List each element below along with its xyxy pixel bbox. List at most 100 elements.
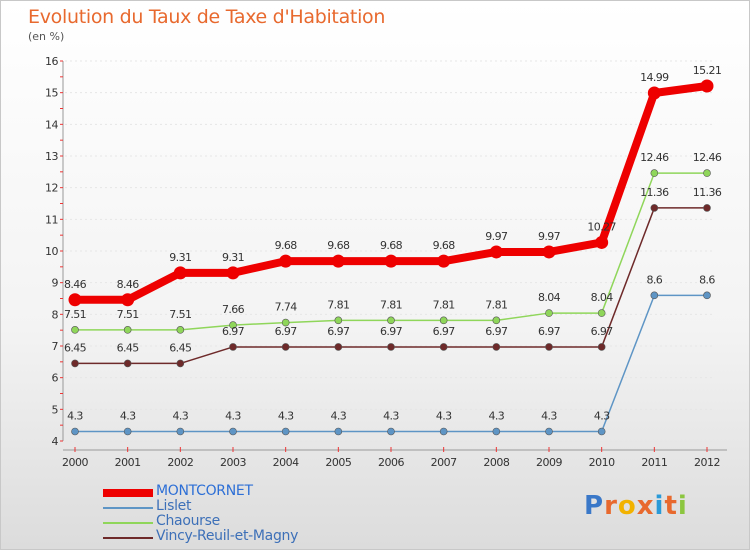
data-label: 6.45 xyxy=(169,341,192,354)
x-tick-label: 2010 xyxy=(589,456,615,469)
y-tick-label: 12 xyxy=(45,182,58,195)
data-point xyxy=(700,79,714,93)
data-point xyxy=(334,343,343,351)
data-point xyxy=(123,427,132,436)
data-point xyxy=(68,293,82,307)
x-tick-label: 2008 xyxy=(483,456,509,469)
data-point xyxy=(334,427,343,436)
legend-swatch xyxy=(103,507,153,509)
data-label: 4.3 xyxy=(278,410,294,423)
data-label: 6.45 xyxy=(64,341,87,354)
data-label: 6.97 xyxy=(485,325,508,338)
data-point xyxy=(545,343,553,351)
y-tick-label: 13 xyxy=(45,150,58,163)
data-label: 4.3 xyxy=(594,410,610,423)
y-tick-label: 16 xyxy=(45,55,58,68)
data-label: 4.3 xyxy=(488,410,504,423)
data-point xyxy=(492,343,501,351)
data-point xyxy=(121,293,135,307)
data-point xyxy=(123,359,132,368)
data-label: 7.81 xyxy=(433,298,455,311)
data-label: 8.04 xyxy=(591,291,614,304)
data-label: 14.99 xyxy=(640,71,669,84)
data-label: 6.97 xyxy=(538,325,561,338)
data-point xyxy=(71,326,79,334)
data-point xyxy=(545,309,553,317)
data-point xyxy=(176,427,185,436)
data-point xyxy=(279,254,293,268)
data-label: 7.81 xyxy=(327,298,349,311)
data-point xyxy=(281,318,290,327)
data-label: 7.51 xyxy=(117,308,139,321)
data-point xyxy=(437,254,451,268)
data-point xyxy=(439,316,448,325)
data-label: 9.31 xyxy=(222,251,244,264)
data-label: 9.97 xyxy=(538,230,561,243)
data-label: 4.3 xyxy=(383,410,399,423)
data-point xyxy=(229,321,237,329)
data-label: 6.45 xyxy=(117,341,140,354)
y-tick-label: 10 xyxy=(45,245,58,258)
data-point xyxy=(597,309,606,317)
data-label: 8.46 xyxy=(64,278,87,291)
data-label: 6.97 xyxy=(591,325,614,338)
y-tick-label: 7 xyxy=(52,340,59,353)
chart-title: Evolution du Taux de Taxe d'Habitation xyxy=(28,6,386,28)
data-label: 8.6 xyxy=(699,273,715,286)
x-tick-label: 2001 xyxy=(115,456,141,469)
data-point xyxy=(387,427,395,436)
data-point xyxy=(387,316,395,325)
y-tick-label: 14 xyxy=(45,118,58,131)
data-point xyxy=(595,235,609,249)
data-point xyxy=(439,427,448,436)
x-tick-label: 2004 xyxy=(273,456,299,469)
data-label: 9.68 xyxy=(433,239,456,252)
data-label: 8.04 xyxy=(538,291,561,304)
data-label: 4.3 xyxy=(436,410,452,423)
series-line-montcornet xyxy=(75,82,708,304)
x-tick-label: 2009 xyxy=(536,456,562,469)
data-point xyxy=(229,427,237,436)
data-label: 8.46 xyxy=(117,278,140,291)
data-point xyxy=(71,427,79,436)
data-label: 9.68 xyxy=(275,239,298,252)
data-point xyxy=(334,316,343,325)
data-label: 4.3 xyxy=(541,410,557,423)
data-label: 6.97 xyxy=(222,325,245,338)
data-point xyxy=(597,427,606,436)
legend-swatch xyxy=(103,537,153,539)
y-tick-label: 6 xyxy=(52,372,59,385)
data-label: 4.3 xyxy=(330,410,346,423)
data-label: 9.97 xyxy=(485,230,508,243)
data-point xyxy=(229,343,237,351)
legend-label: Lislet xyxy=(156,498,192,514)
data-point xyxy=(384,254,398,268)
y-tick-label: 9 xyxy=(52,277,59,290)
x-tick-label: 2000 xyxy=(62,456,88,469)
data-point xyxy=(387,343,395,351)
data-label: 4.3 xyxy=(67,410,83,423)
data-label: 10.27 xyxy=(587,220,616,233)
data-label: 12.46 xyxy=(693,151,722,164)
logo-letter: i xyxy=(677,491,688,521)
y-tick-label: 11 xyxy=(45,213,58,226)
legend-label: Vincy-Reuil-et-Magny xyxy=(156,528,299,544)
data-point xyxy=(123,326,132,334)
data-point xyxy=(545,427,553,436)
data-label: 7.74 xyxy=(275,301,298,314)
data-label: 4.3 xyxy=(172,410,188,423)
data-point xyxy=(650,169,659,177)
data-point xyxy=(281,427,290,436)
data-point xyxy=(489,245,503,259)
legend-label: Chaourse xyxy=(156,513,220,529)
data-point xyxy=(226,266,240,280)
data-point xyxy=(703,204,711,212)
data-label: 8.6 xyxy=(646,273,662,286)
data-point xyxy=(650,204,659,212)
x-tick-label: 2003 xyxy=(220,456,246,469)
data-point xyxy=(71,359,79,368)
data-label: 11.36 xyxy=(693,186,722,199)
data-point xyxy=(331,254,345,268)
data-label: 6.97 xyxy=(327,325,350,338)
